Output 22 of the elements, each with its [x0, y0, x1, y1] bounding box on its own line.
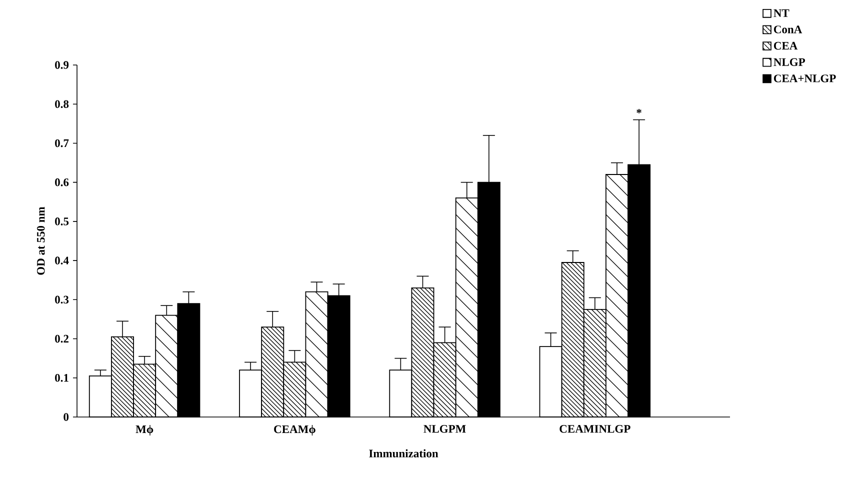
legend-label: NT: [774, 9, 790, 17]
legend-label: CEA+NLGP: [774, 74, 836, 82]
y-tick-label: 0.9: [55, 61, 69, 69]
annotation: *: [636, 108, 642, 114]
y-tick-label: 0.1: [55, 374, 68, 382]
y-tick-label: 0.5: [55, 218, 69, 226]
legend-label: ConA: [774, 26, 802, 34]
x-tick-label: CEAMINLGP: [560, 425, 630, 433]
y-tick-label: 0.4: [55, 256, 69, 264]
x-tick-label: CEAMϕ: [274, 425, 316, 436]
x-tick-label: Mϕ: [136, 425, 154, 436]
legend-label: CEA: [774, 42, 798, 50]
x-axis-title: Immunization: [369, 449, 438, 458]
y-tick-label: 0: [64, 413, 69, 421]
y-tick-label: 0.3: [55, 296, 69, 304]
y-tick-label: 0.7: [55, 139, 69, 148]
y-axis-title: OD at 550 nm: [36, 206, 45, 275]
x-tick-label: NLGPM: [424, 425, 466, 433]
y-tick-label: 0.2: [55, 334, 68, 343]
y-tick-label: 0.6: [55, 178, 69, 186]
legend-label: NLGP: [774, 58, 806, 66]
y-tick-label: 0.8: [55, 100, 69, 108]
